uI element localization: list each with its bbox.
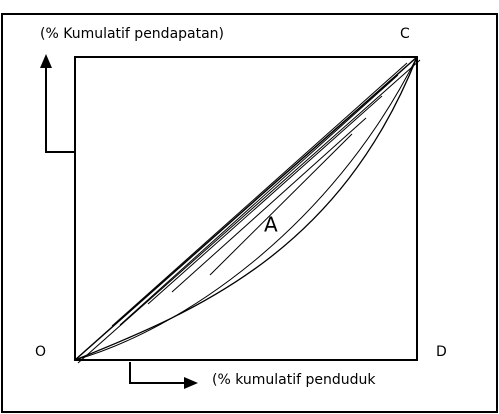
x-axis-label: (% kumulatif penduduk (212, 372, 376, 388)
y-arrow (45, 66, 75, 153)
corner-label: O (35, 344, 46, 360)
curve-line (119, 74, 399, 326)
frame (1, 13, 498, 413)
x-arrowhead (184, 377, 198, 389)
curve-line (209, 133, 353, 276)
curve-line (171, 117, 367, 293)
curve-line (147, 95, 383, 305)
equality-line (74, 56, 418, 361)
y-arrowhead (40, 54, 52, 68)
curve-line (111, 62, 408, 327)
area-label: A (264, 213, 278, 237)
x-arrow (129, 362, 186, 384)
curve-line (77, 59, 421, 364)
lorenz-curve (74, 56, 418, 361)
corner-label: C (400, 26, 410, 42)
curve-line (74, 56, 418, 361)
corner-label: D (436, 344, 447, 360)
square (74, 56, 418, 361)
y-axis-label: (% Kumulatif pendapatan) (40, 26, 224, 42)
